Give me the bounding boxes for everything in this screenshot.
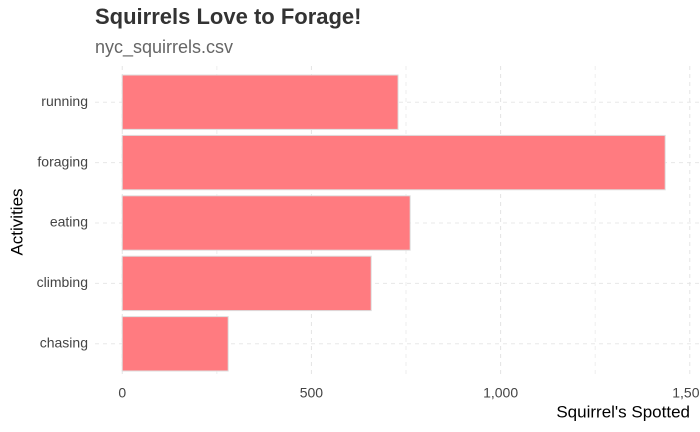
y-axis-title: Activities bbox=[7, 188, 26, 255]
y-tick-label: chasing bbox=[40, 335, 88, 351]
x-tick-label: 1,500 bbox=[672, 385, 700, 401]
chart-title: Squirrels Love to Forage! bbox=[95, 4, 362, 29]
y-tick-label: eating bbox=[50, 214, 88, 230]
y-tick-label: running bbox=[41, 93, 88, 109]
bar bbox=[121, 134, 666, 191]
bar bbox=[121, 195, 411, 251]
x-tick-label: 0 bbox=[118, 385, 126, 401]
bar bbox=[121, 74, 399, 130]
x-tick-label: 1,000 bbox=[483, 385, 518, 401]
x-axis-title: Squirrel's Spotted bbox=[556, 402, 690, 421]
chart-subtitle: nyc_squirrels.csv bbox=[95, 37, 233, 58]
bar bbox=[121, 255, 372, 312]
y-tick-label: foraging bbox=[37, 153, 88, 169]
y-tick-label: climbing bbox=[37, 274, 88, 290]
x-tick-label: 500 bbox=[300, 385, 324, 401]
bar bbox=[121, 316, 229, 372]
